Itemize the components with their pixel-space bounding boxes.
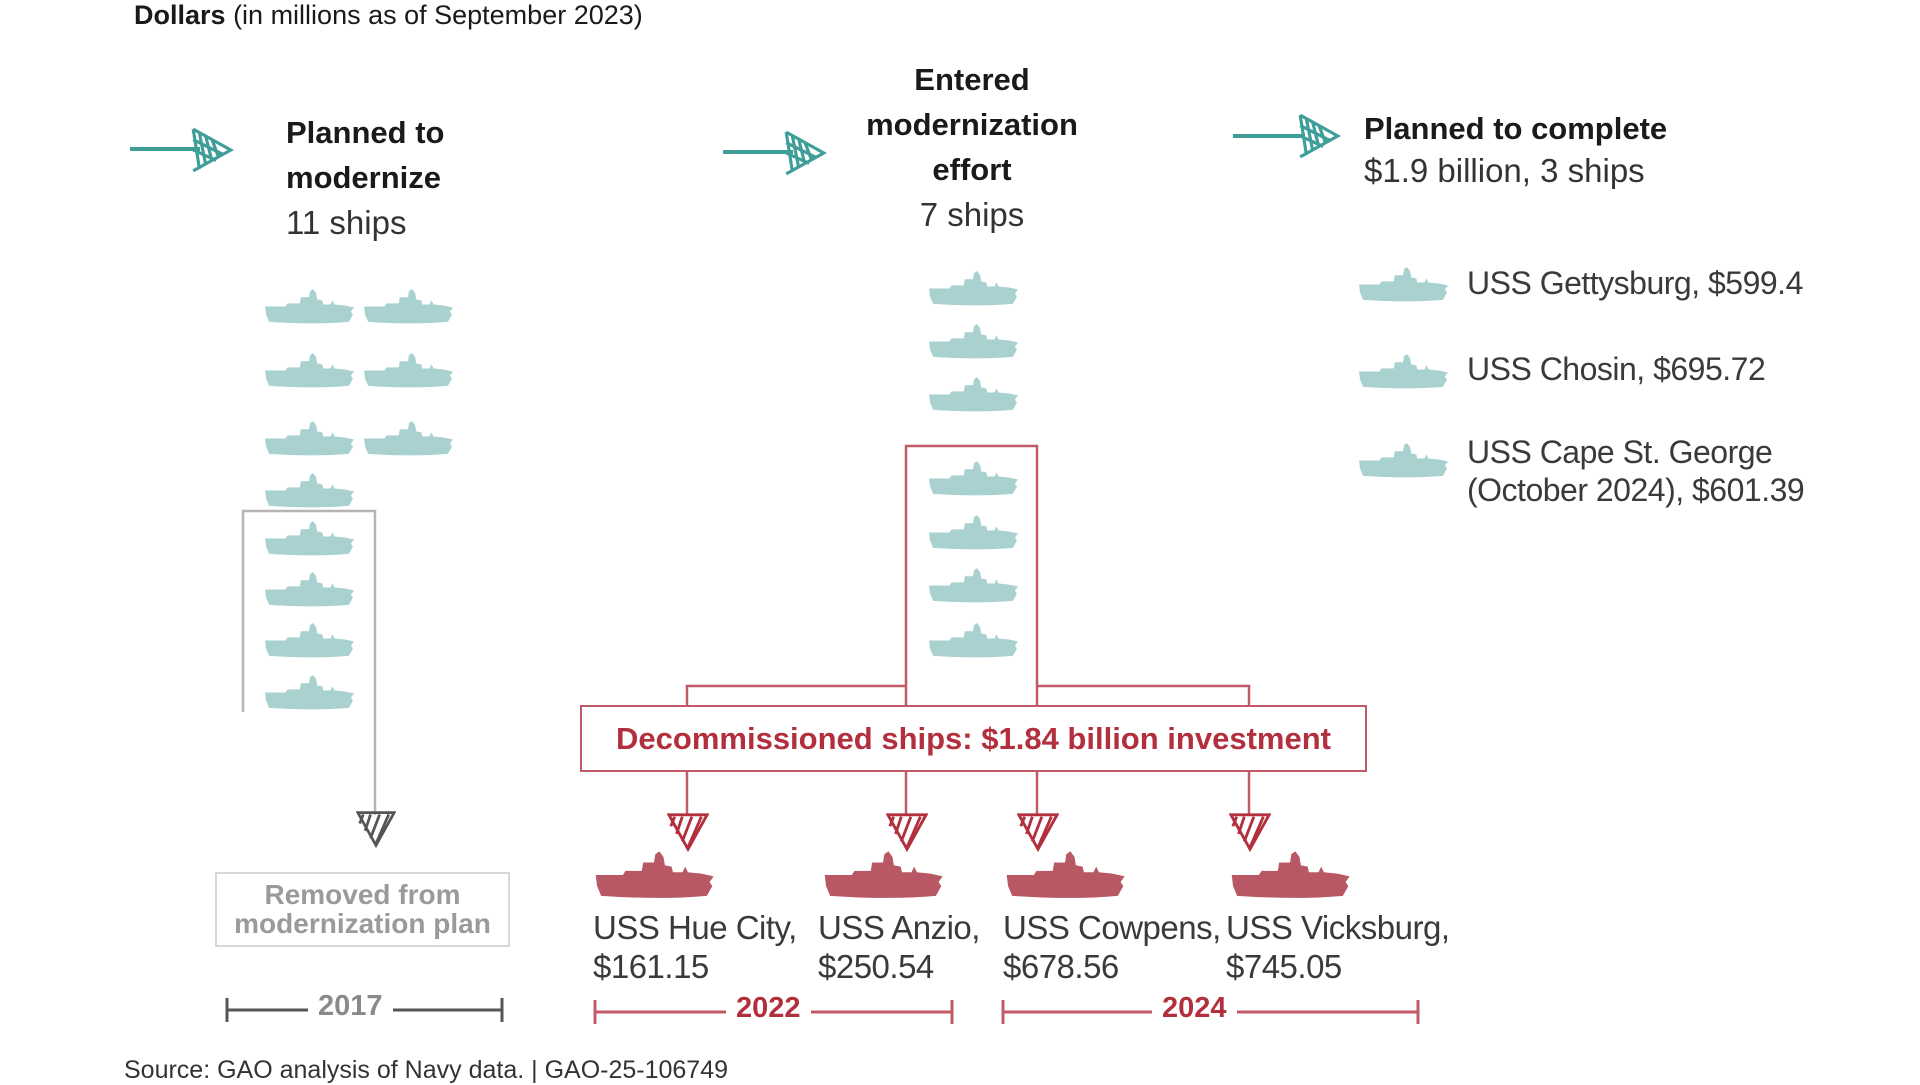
stage-title: modernization xyxy=(866,107,1078,142)
teal-arrow-icon xyxy=(190,127,234,173)
ship-icon xyxy=(927,567,1019,604)
ship-cost: $745.05 xyxy=(1226,948,1342,985)
decommissioned-ship-label: USS Cowpens, $678.56 xyxy=(1003,908,1221,986)
ship-icon xyxy=(927,270,1019,307)
stage-title: Planned to complete xyxy=(1364,111,1668,146)
ship-cost: $250.54 xyxy=(818,948,934,985)
removed-label: Removed from xyxy=(264,879,461,910)
decommissioned-ship-label: USS Anzio, $250.54 xyxy=(818,908,980,986)
year-2017-label: 2017 xyxy=(308,990,393,1023)
ship-name: USS Vicksburg, xyxy=(1226,909,1450,946)
ship-icon xyxy=(263,520,355,557)
ship-icon xyxy=(1357,353,1449,390)
stage-title: modernize xyxy=(286,160,442,195)
removed-from-plan-box: Removed from modernization plan xyxy=(215,872,510,947)
teal-arrow-icon xyxy=(1297,113,1341,159)
stage-title: Entered xyxy=(914,62,1030,97)
ship-icon xyxy=(263,420,355,457)
title-subtitle: (in millions as of September 2023) xyxy=(233,0,643,30)
ship-icon xyxy=(263,352,355,389)
stage-planned-to-complete: Planned to complete $1.9 billion, 3 ship… xyxy=(1364,108,1667,192)
completed-ship-label: USS Chosin, $695.72 xyxy=(1467,351,1766,387)
decommissioned-ship-icon xyxy=(1004,850,1126,900)
decommissioned-ship-label: USS Hue City, $161.15 xyxy=(593,908,797,986)
completed-ship-label: USS Cape St. George (October 2024), $601… xyxy=(1467,433,1805,509)
ship-icon xyxy=(263,472,355,509)
stage-title: effort xyxy=(932,152,1012,187)
ship-icon xyxy=(927,514,1019,551)
ship-icon xyxy=(263,571,355,608)
ship-icon xyxy=(362,288,454,325)
completed-ship-name: USS Cape St. George xyxy=(1467,434,1773,470)
ship-icon xyxy=(362,352,454,389)
stage-count: 7 ships xyxy=(919,196,1025,233)
ship-name: USS Cowpens, xyxy=(1003,909,1221,946)
ship-cost: $678.56 xyxy=(1003,948,1119,985)
ship-icon xyxy=(1357,266,1449,303)
completed-ship-detail: (October 2024), $601.39 xyxy=(1467,472,1805,508)
ship-icon xyxy=(362,420,454,457)
ship-icon xyxy=(263,288,355,325)
removed-label: modernization plan xyxy=(234,908,491,939)
title-bold: Dollars xyxy=(134,0,226,30)
ship-icon xyxy=(1357,442,1449,479)
completed-ship-label: USS Gettysburg, $599.4 xyxy=(1467,265,1803,301)
source-note: Source: GAO analysis of Navy data. | GAO… xyxy=(124,1056,729,1084)
ship-icon xyxy=(927,323,1019,360)
decommissioned-ship-icon xyxy=(1229,850,1351,900)
red-down-arrow-icon xyxy=(1017,812,1059,852)
ship-icon xyxy=(927,376,1019,413)
red-down-arrow-icon xyxy=(1229,812,1271,852)
year-2024-label: 2024 xyxy=(1152,992,1237,1025)
ship-icon xyxy=(927,622,1019,659)
stage-planned-to-modernize: Planned to modernize 11 ships xyxy=(286,110,444,245)
teal-arrow-icon xyxy=(783,130,827,176)
ship-icon xyxy=(927,460,1019,497)
decommissioned-box: Decommissioned ships: $1.84 billion inve… xyxy=(580,705,1367,772)
year-2022-label: 2022 xyxy=(726,992,811,1025)
ship-name: USS Hue City, xyxy=(593,909,797,946)
chart-title: Dollars (in millions as of September 202… xyxy=(134,0,643,31)
stage-entered-modernization: Entered modernization effort 7 ships xyxy=(822,57,1122,237)
red-down-arrow-icon xyxy=(886,812,928,852)
red-down-arrow-icon xyxy=(667,812,709,852)
decommissioned-ship-icon xyxy=(822,850,944,900)
ship-icon xyxy=(263,622,355,659)
stage-count: 11 ships xyxy=(286,204,407,241)
stage-title: Planned to xyxy=(286,115,445,150)
ship-cost: $161.15 xyxy=(593,948,709,985)
decommissioned-ship-icon xyxy=(593,850,715,900)
ship-name: USS Anzio, xyxy=(818,909,980,946)
stage-summary: $1.9 billion, 3 ships xyxy=(1364,152,1645,189)
decommissioned-ship-label: USS Vicksburg, $745.05 xyxy=(1226,908,1450,986)
ship-icon xyxy=(263,674,355,711)
